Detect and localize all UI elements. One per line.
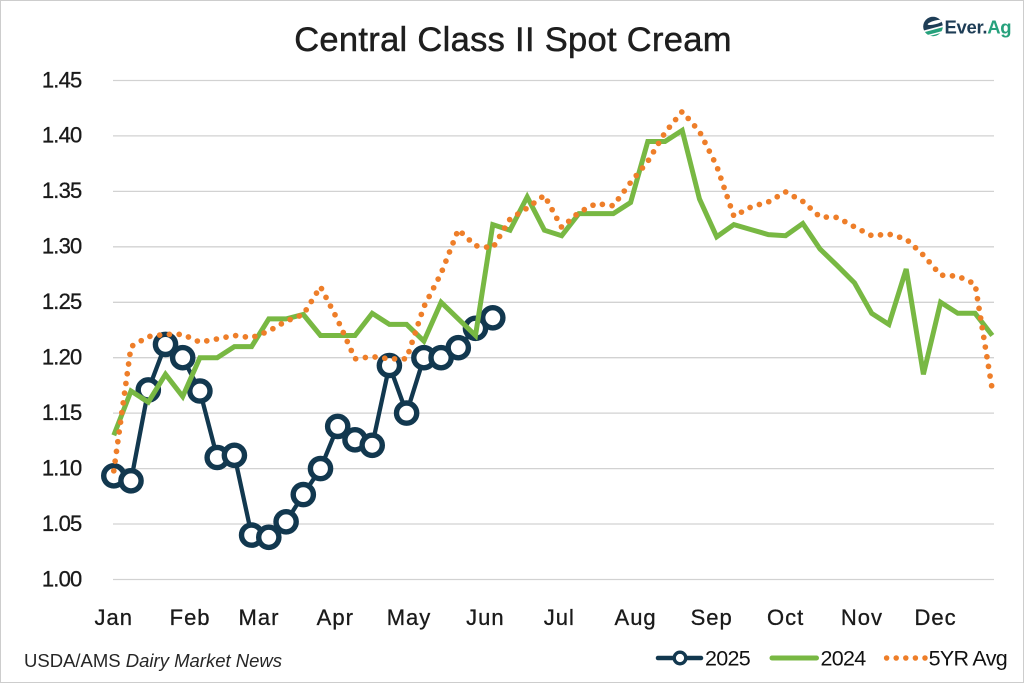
svg-text:5YR Avg: 5YR Avg — [929, 647, 1007, 671]
svg-text:1.35: 1.35 — [42, 178, 82, 203]
svg-text:Mar: Mar — [239, 605, 280, 630]
svg-text:Aug: Aug — [615, 605, 657, 630]
svg-text:Jun: Jun — [466, 605, 504, 630]
svg-text:1.15: 1.15 — [42, 400, 82, 425]
svg-text:1.20: 1.20 — [42, 345, 82, 370]
svg-text:Apr: Apr — [317, 605, 354, 630]
svg-text:Ever.Ag: Ever.Ag — [945, 17, 1012, 38]
svg-text:1.40: 1.40 — [42, 123, 82, 148]
svg-text:May: May — [387, 605, 432, 630]
svg-text:1.00: 1.00 — [42, 566, 82, 591]
svg-text:1.10: 1.10 — [42, 455, 82, 480]
svg-text:1.45: 1.45 — [42, 67, 82, 92]
svg-text:2025: 2025 — [705, 647, 751, 671]
svg-text:Jan: Jan — [95, 605, 133, 630]
svg-text:Central Class II Spot Cream: Central Class II Spot Cream — [294, 21, 732, 59]
svg-text:1.25: 1.25 — [42, 289, 82, 314]
svg-text:Sep: Sep — [691, 605, 733, 630]
svg-text:1.05: 1.05 — [42, 511, 82, 536]
svg-text:USDA/AMS Dairy Market News: USDA/AMS Dairy Market News — [24, 650, 282, 671]
svg-text:1.30: 1.30 — [42, 234, 82, 259]
svg-text:Dec: Dec — [915, 605, 957, 630]
svg-text:Nov: Nov — [841, 605, 883, 630]
svg-text:Oct: Oct — [767, 605, 804, 630]
svg-text:Jul: Jul — [544, 605, 575, 630]
svg-text:2024: 2024 — [821, 647, 867, 671]
svg-text:Feb: Feb — [170, 605, 211, 630]
